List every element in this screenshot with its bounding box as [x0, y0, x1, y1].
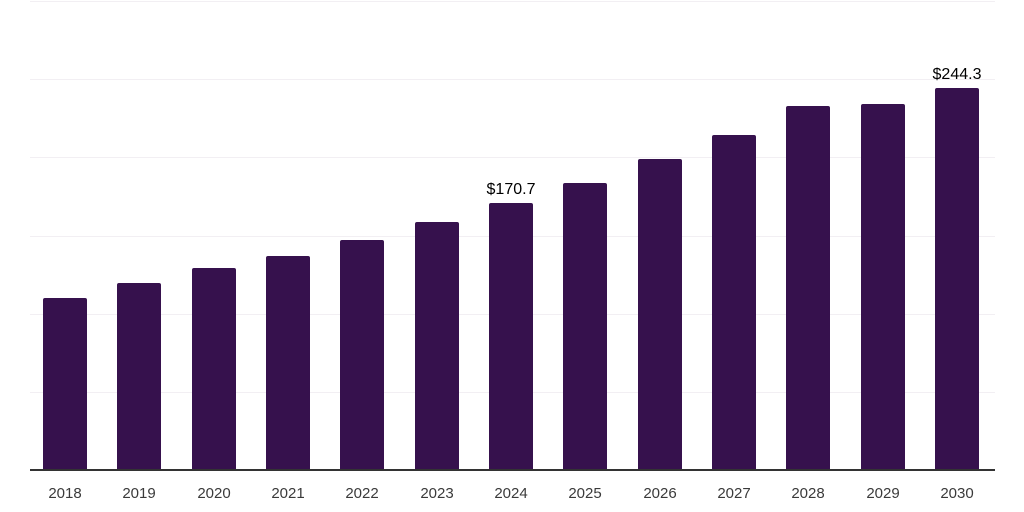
bar — [266, 256, 310, 470]
bar — [117, 283, 161, 470]
bar — [861, 104, 905, 470]
gridline — [30, 79, 995, 80]
x-axis-tick-label: 2028 — [791, 485, 825, 502]
bar — [192, 268, 236, 470]
x-axis-tick-label: 2023 — [420, 485, 454, 502]
gridline — [30, 1, 995, 2]
x-axis-tick-label: 2020 — [197, 485, 231, 502]
x-axis-tick-label: 2027 — [717, 485, 751, 502]
bar — [638, 159, 682, 470]
bar — [786, 106, 830, 470]
x-axis-tick-label: 2019 — [122, 485, 156, 502]
x-axis-tick-label: 2021 — [271, 485, 305, 502]
x-axis-tick-label: 2026 — [643, 485, 677, 502]
bar — [489, 203, 533, 470]
x-axis-tick-label: 2018 — [48, 485, 82, 502]
bar — [935, 88, 979, 470]
x-axis-tick-label: 2030 — [940, 485, 974, 502]
gridline — [30, 157, 995, 158]
x-axis-tick-label: 2024 — [494, 485, 528, 502]
x-axis-tick-label: 2029 — [866, 485, 900, 502]
bar — [415, 222, 459, 470]
x-axis-line — [30, 469, 995, 471]
bar — [563, 183, 607, 470]
bar — [43, 298, 87, 470]
bar — [712, 135, 756, 470]
x-axis-tick-label: 2025 — [568, 485, 602, 502]
bar — [340, 240, 384, 470]
bar-value-label: $244.3 — [932, 66, 982, 83]
x-axis-tick-label: 2022 — [345, 485, 379, 502]
bar-value-label: $170.7 — [486, 181, 536, 198]
